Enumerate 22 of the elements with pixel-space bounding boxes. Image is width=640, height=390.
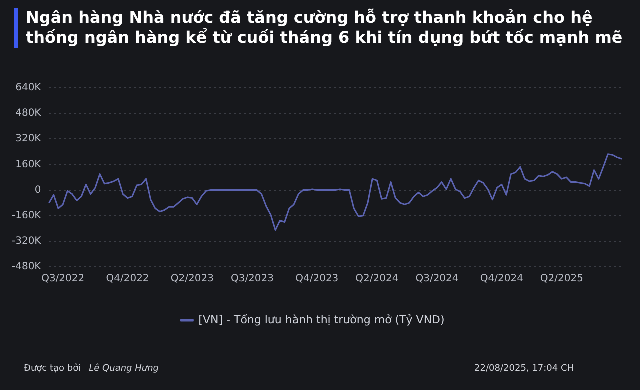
legend-label: [VN] - Tổng lưu hành thị trường mở (Tỷ VND)	[198, 313, 445, 326]
text: Được tạo bởi	[24, 364, 82, 374]
y-tick-label: 640K	[16, 82, 42, 94]
text: Lê Quang Hưng	[89, 364, 160, 374]
y-tick-label: -320K	[12, 236, 42, 248]
y-tick-label: 320K	[16, 134, 42, 145]
x-tick-label: Q2/2023	[170, 274, 214, 285]
y-tick-label: -160K	[12, 210, 42, 222]
y-tick-label: 160K	[16, 159, 42, 170]
x-tick-label: Q3/2022	[42, 274, 85, 285]
x-tick-label: Q4/2023	[296, 274, 339, 285]
x-tick-label: Q4/2022	[106, 274, 150, 285]
y-tick-label: -480K	[12, 262, 42, 273]
y-tick-label: 0	[34, 184, 42, 196]
text: 22/08/2025, 17:04 CH	[474, 364, 574, 374]
x-tick-label: Q2/2024	[356, 274, 399, 285]
x-tick-label: Q2/2025	[540, 274, 584, 285]
chart-title: Ngân hàng Nhà nước đã tăng cường hỗ trợ thanh khoản cho hệ thống ngân hàng kể từ cuối tháng 6 khi tín dụng bứt tốc mạnh mẽ	[14, 8, 626, 48]
x-tick-label: Q3/2024	[416, 274, 459, 285]
x-tick-label: Q4/2024	[480, 274, 524, 285]
y-tick-label: 480K	[16, 108, 42, 120]
x-tick-label: Q3/2023	[230, 274, 274, 285]
